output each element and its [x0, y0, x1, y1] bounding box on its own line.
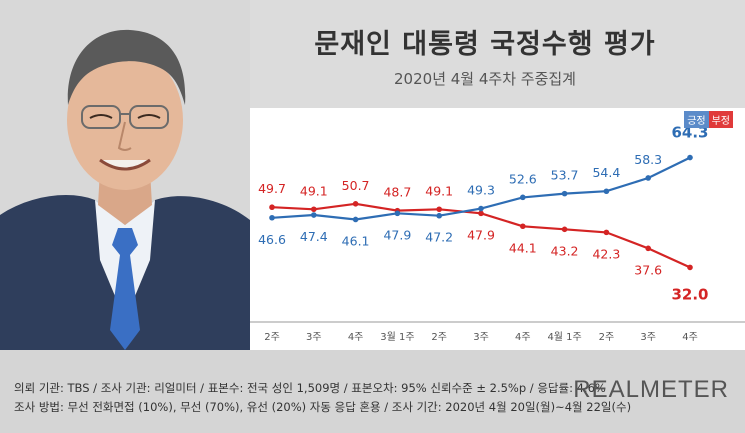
- negative-point: [687, 264, 693, 271]
- footer: [0, 350, 745, 433]
- x-tick-label: 3주: [306, 332, 322, 343]
- negative-point: [311, 206, 317, 213]
- portrait-photo: [0, 0, 250, 350]
- negative-value-label: 43.2: [551, 243, 579, 258]
- series-positive: [269, 154, 693, 223]
- positive-point: [394, 210, 401, 217]
- footer-line-2: 조사 방법: 무선 전화면접 (10%), 무선 (70%), 유선 (20%)…: [14, 400, 632, 414]
- negative-value-label: 49.7: [258, 181, 286, 196]
- line-chart: 2주 3주 4주 3월 1주 2주 3주 4주 4월 1주 2주 3주 4주 46.6 49.7 47.…: [250, 124, 745, 343]
- positive-value-label: 46.6: [258, 232, 286, 247]
- negative-value-label: 48.7: [383, 185, 411, 200]
- legend: 긍정 부정: [684, 111, 733, 128]
- positive-point: [436, 212, 442, 219]
- negative-value-label: 47.9: [467, 227, 495, 242]
- data-labels: 46.6 49.7 47.4 49.1 46.1 50.7 47.9 48.7 47.2 49.1…: [258, 124, 708, 304]
- series-negative: [269, 201, 693, 271]
- positive-value-label: 47.2: [425, 230, 453, 245]
- positive-point: [645, 175, 651, 181]
- positive-value-label: 52.6: [509, 171, 537, 186]
- x-tick-label: 4주: [348, 332, 364, 343]
- chart-subtitle: 2020년 4월 4주차 주중집계: [394, 70, 576, 88]
- chart-area: 2주 3주 4주 3월 1주 2주 3주 4주 4월 1주 2주 3주 4주 46.6 49.7 47.…: [250, 108, 745, 350]
- negative-point: [478, 210, 484, 217]
- positive-value-label: 58.3: [634, 152, 662, 167]
- negative-point: [352, 201, 359, 207]
- x-ticks: 2주 3주 4주 3월 1주 2주 3주 4주 4월 1주 2주 3주 4주: [264, 331, 698, 343]
- x-tick-label: 2주: [264, 332, 280, 343]
- positive-point: [561, 190, 568, 197]
- x-tick-label: 3주: [640, 332, 656, 343]
- negative-value-label: 37.6: [634, 262, 662, 277]
- negative-point: [436, 206, 442, 213]
- positive-point: [687, 154, 693, 161]
- negative-point: [520, 223, 526, 230]
- negative-point: [603, 229, 610, 236]
- x-tick-label: 3주: [473, 332, 489, 343]
- negative-point: [269, 204, 275, 211]
- x-tick-label: 4주: [682, 332, 698, 343]
- x-tick-label: 2주: [431, 332, 447, 343]
- positive-value-label: 47.4: [300, 229, 328, 244]
- positive-value-label: 46.1: [342, 233, 370, 248]
- positive-point: [311, 212, 317, 218]
- negative-value-label: 32.0: [671, 285, 708, 303]
- legend-negative: 부정: [708, 111, 733, 128]
- positive-point: [352, 216, 359, 223]
- positive-point: [478, 205, 484, 212]
- positive-value-label: 54.4: [592, 165, 620, 180]
- positive-value-label: 64.3: [671, 124, 708, 142]
- positive-value-label: 47.9: [383, 227, 411, 242]
- negative-point: [561, 226, 568, 233]
- realmeter-logo: REALMETER: [573, 376, 729, 403]
- negative-value-label: 49.1: [425, 183, 453, 198]
- negative-value-label: 50.7: [342, 178, 370, 193]
- positive-point: [603, 188, 610, 195]
- legend-positive: 긍정: [684, 111, 709, 128]
- x-tick-label: 2주: [599, 332, 615, 343]
- x-tick-label: 4월 1주: [547, 331, 581, 343]
- portrait-illustration: [0, 0, 250, 350]
- negative-point: [645, 245, 651, 252]
- negative-value-label: 49.1: [300, 183, 328, 198]
- negative-value-label: 44.1: [509, 240, 537, 255]
- positive-point: [520, 194, 526, 201]
- positive-value-label: 53.7: [551, 168, 579, 183]
- negative-value-label: 42.3: [592, 246, 620, 261]
- x-tick-label: 3월 1주: [380, 331, 414, 343]
- positive-value-label: 49.3: [467, 183, 495, 198]
- chart-title: 문재인 대통령 국정수행 평가: [314, 29, 656, 60]
- x-tick-label: 4주: [515, 332, 531, 343]
- positive-point: [269, 214, 275, 221]
- footer-line-1: 의뢰 기관: TBS / 조사 기관: 리얼미터 / 표본수: 전국 성인 1,…: [14, 381, 606, 395]
